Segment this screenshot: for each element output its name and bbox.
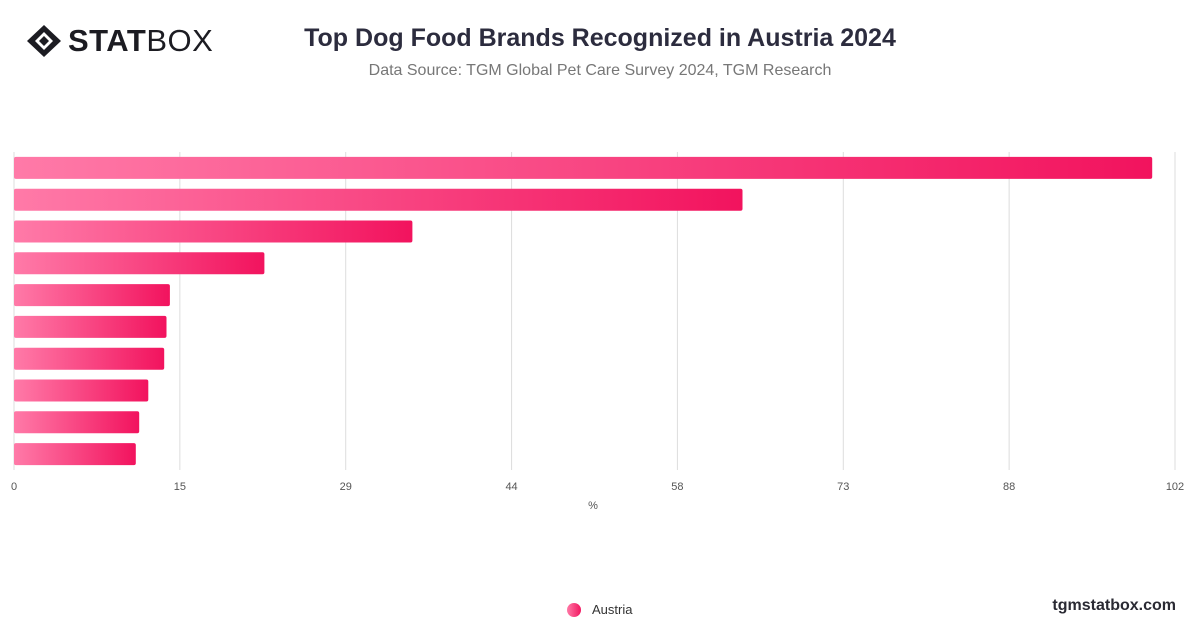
legend[interactable]: Austria bbox=[567, 602, 632, 617]
logo-wordmark: STAT BOX bbox=[68, 24, 213, 58]
x-tick-label: 29 bbox=[340, 481, 352, 493]
bar-austria[interactable] bbox=[14, 220, 413, 243]
bars bbox=[14, 156, 1153, 466]
statbox-logo: STAT BOX bbox=[26, 24, 213, 58]
bar-austria[interactable] bbox=[14, 315, 167, 338]
bar-austria[interactable] bbox=[14, 252, 265, 275]
x-tick-label: 73 bbox=[837, 481, 849, 493]
logo-text-stat: STAT bbox=[68, 23, 147, 58]
x-tick-label: 44 bbox=[505, 481, 517, 493]
bar-austria[interactable] bbox=[14, 379, 149, 402]
x-tick-label: 88 bbox=[1003, 481, 1015, 493]
brand-url[interactable]: tgmstatbox.com bbox=[1052, 597, 1176, 614]
bar-austria[interactable] bbox=[14, 188, 743, 211]
x-tick-label: 0 bbox=[11, 481, 17, 493]
logo-text-box: BOX bbox=[146, 23, 214, 58]
x-tick-label: 102 bbox=[1166, 481, 1184, 493]
chart-title: Top Dog Food Brands Recognized in Austri… bbox=[304, 24, 896, 52]
bar-austria[interactable] bbox=[14, 284, 170, 307]
bar-austria[interactable] bbox=[14, 411, 140, 434]
x-axis-label: % bbox=[588, 500, 598, 512]
bar-austria[interactable] bbox=[14, 443, 136, 466]
bar-austria[interactable] bbox=[14, 347, 165, 370]
diamond-logo-icon bbox=[27, 25, 61, 57]
chart-subtitle: Data Source: TGM Global Pet Care Survey … bbox=[368, 62, 832, 79]
legend-marker bbox=[567, 602, 581, 617]
x-tick-label: 15 bbox=[174, 481, 186, 493]
x-tick-label: 58 bbox=[671, 481, 683, 493]
legend-label: Austria bbox=[592, 602, 633, 617]
bar-austria[interactable] bbox=[14, 156, 1153, 179]
x-axis-ticks: 0 15 29 44 58 73 88 102 bbox=[11, 481, 1184, 493]
